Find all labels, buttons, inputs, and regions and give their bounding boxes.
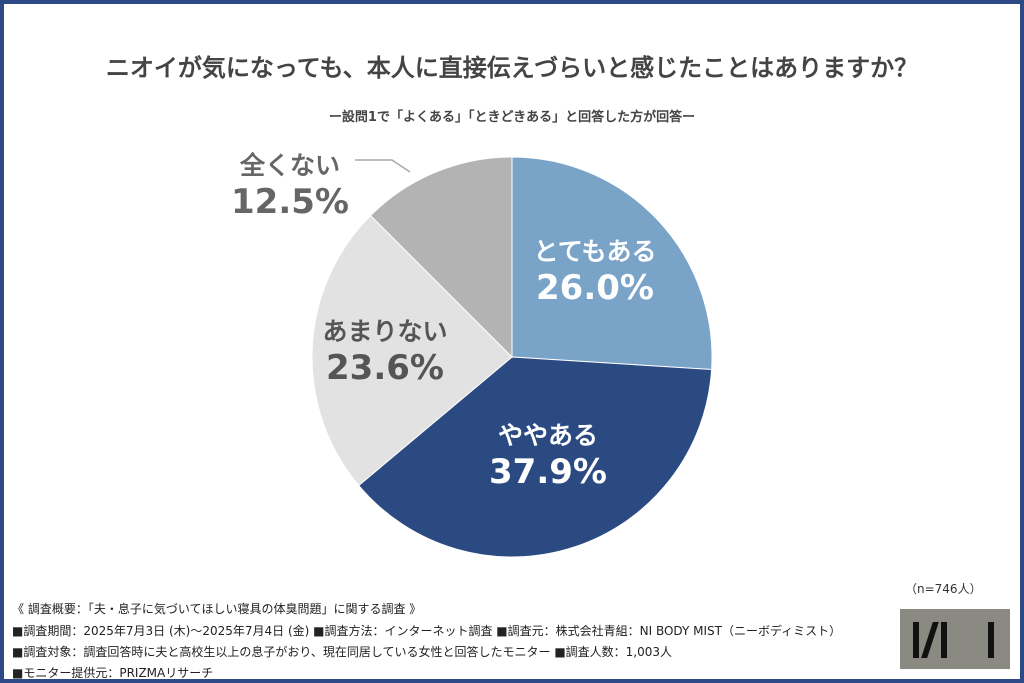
slice-category: あまりない [322,317,448,346]
slice-percent: 37.9% [489,452,607,492]
slice-percent: 23.6% [326,348,444,388]
slice-category: ややある [497,421,598,450]
sample-size: （n=746人） [905,582,982,596]
brand-logo [900,609,1010,669]
slice-label-3: 全くない 12.5% [231,146,349,222]
footer-line: ■調査期間：2025年7月3日 (木)〜2025年7月4日 (金) ■調査方法：… [12,624,842,638]
slice-category: 全くない [239,151,340,180]
pie-slice-1 [357,356,713,558]
chart-subtitle: ー設問1で「よくある」「ときどきある」と回答した方が回答ー [328,110,696,125]
footer-line: ■調査対象：調査回答時に夫と高校生以上の息子がおり、現在同居している女性と回答し… [12,645,673,659]
slice-percent: 26.0% [536,268,654,308]
slice-label-0: とてもある 26.0% [533,232,656,308]
pie-slice-3 [369,156,513,359]
leader-line [355,159,411,173]
pie-slice-0 [511,156,713,371]
slice-percent: 12.5% [231,182,349,222]
footer-line: ■モニター提供元：PRIZMAリサーチ [12,666,214,680]
pie-slice-2 [311,214,513,487]
slice-label-1: ややある 37.9% [489,416,607,492]
chart-title: ニオイが気になっても、本人に直接伝えづらいと感じたことはありますか？ [105,54,919,82]
slice-category: とてもある [533,237,657,266]
slice-label-2: あまりない 23.6% [322,312,447,388]
footer-line: 《 調査概要：「夫・息子に気づいてほしい寝具の体臭問題」に関する調査 》 [12,602,422,616]
